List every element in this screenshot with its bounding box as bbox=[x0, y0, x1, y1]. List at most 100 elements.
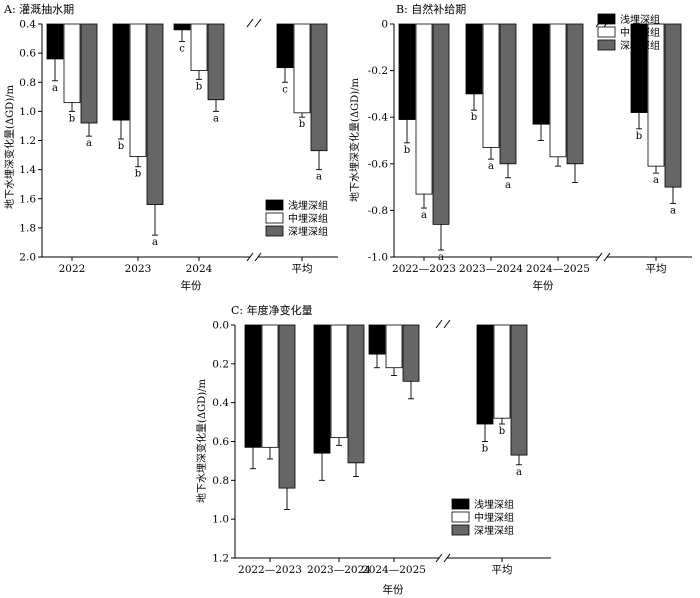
panel-a-legend-swatch bbox=[265, 225, 284, 237]
panel-c-x-tick-label: 2023—2024 bbox=[307, 564, 371, 576]
panel-b-bar bbox=[664, 23, 682, 188]
panel-b-bar bbox=[549, 23, 567, 158]
panel-c-bar bbox=[402, 324, 420, 382]
panel-b-significance-letter: b bbox=[471, 112, 477, 123]
panel-a-significance-letter: c bbox=[179, 43, 185, 54]
panel-a-significance-letter: a bbox=[52, 83, 58, 94]
panel-c-bar bbox=[278, 324, 296, 489]
panel-a-bar bbox=[293, 23, 311, 114]
panel-b-legend-swatch bbox=[597, 13, 616, 25]
panel-a-x-tick-label: 2022 bbox=[59, 263, 86, 275]
panel-a-significance-letter: a bbox=[316, 172, 322, 183]
panel-c-y-axis-label: 地下水埋深变化量(ΔGD)/m bbox=[195, 379, 208, 503]
panel-a-significance-letter: b bbox=[196, 81, 202, 92]
panel-a-significance-letter: b bbox=[118, 141, 124, 152]
panel-b-bar bbox=[532, 23, 550, 125]
panel-c-axis-break bbox=[443, 319, 451, 329]
panel-b-bar bbox=[482, 23, 500, 148]
panel-c-y-tick-label: 0.4 bbox=[212, 397, 229, 409]
panel-b-significance-letter: a bbox=[670, 205, 676, 216]
panel-b-x-tick-label: 2024—2025 bbox=[526, 263, 590, 275]
panel-a-bar bbox=[63, 23, 81, 104]
panel-a-y-axis-label: 地下水埋深变化量(ΔGD)/m bbox=[3, 85, 16, 209]
panel-b-bar bbox=[398, 23, 416, 120]
panel-c-bar bbox=[493, 324, 511, 419]
panel-b-x-axis-label: 年份 bbox=[533, 279, 554, 292]
panel-a-significance-letter: a bbox=[152, 237, 158, 248]
panel-a-x-tick-label: 平均 bbox=[292, 263, 313, 275]
panel-a-y-tick-label: 0.6 bbox=[19, 48, 36, 60]
panel-c-legend-label: 浅埋深组 bbox=[474, 498, 514, 511]
panel-c-legend-label: 中埋深组 bbox=[474, 511, 514, 524]
panel-b-y-tick-label: -0.2 bbox=[368, 65, 388, 77]
panel-a-y-tick-label: 1.4 bbox=[19, 164, 36, 176]
panel-a-bar bbox=[129, 23, 147, 157]
panel-a-x-axis-label: 年份 bbox=[181, 279, 202, 292]
panel-a-significance-letter: b bbox=[135, 169, 141, 180]
panel-a-y-tick-label: 2.0 bbox=[19, 252, 36, 264]
panel-a-bar bbox=[190, 23, 208, 71]
panel-b-legend-label: 深埋深组 bbox=[620, 39, 660, 52]
panel-b-bar bbox=[566, 23, 584, 165]
panel-a-axis-break bbox=[246, 18, 254, 28]
panel-c-axis-break bbox=[435, 553, 443, 563]
panel-a-significance-letter: b bbox=[69, 113, 75, 124]
panel-c-significance-letter: a bbox=[516, 467, 522, 478]
panel-c-y-tick-label: 1.2 bbox=[212, 553, 229, 565]
panel-b-x-tick-label: 2023—2024 bbox=[459, 263, 523, 275]
panel-c-bar bbox=[476, 324, 494, 425]
panel-b-y-tick-label: -1.0 bbox=[368, 252, 388, 264]
panel-c-legend-label: 深埋深组 bbox=[474, 524, 514, 537]
panel-c-x-tick-label: 2024—2025 bbox=[362, 564, 426, 576]
panel-b-y-tick-label: -0.4 bbox=[368, 112, 389, 124]
panel-b-y-tick-label: -0.8 bbox=[368, 205, 388, 217]
panel-c-x-tick-label: 平均 bbox=[492, 564, 513, 576]
panel-c-bar bbox=[261, 324, 279, 448]
panel-c-bar bbox=[385, 324, 403, 369]
panel-b-significance-letter: a bbox=[653, 175, 659, 186]
panel-a-title: A: 灌溉抽水期 bbox=[3, 2, 74, 16]
panel-c-axis-break bbox=[443, 553, 451, 563]
panel-c-bar bbox=[244, 324, 262, 448]
panel-a-bar bbox=[46, 23, 64, 60]
panel-c-legend-swatch bbox=[451, 498, 470, 510]
panel-b-bar bbox=[432, 23, 450, 225]
panel-b-axis-break bbox=[595, 252, 603, 262]
panel-a-y-tick-label: 1.6 bbox=[19, 193, 36, 205]
panel-c-y-tick-label: 0.0 bbox=[212, 320, 229, 332]
panel-c-y-tick-label: 1.0 bbox=[212, 514, 229, 526]
panel-a-x-tick-label: 2023 bbox=[125, 263, 152, 275]
panel-b-bar bbox=[499, 23, 517, 165]
panel-c-bar bbox=[368, 324, 386, 355]
panel-c-y-tick-label: 0.8 bbox=[212, 475, 229, 487]
panel-a-bar bbox=[112, 23, 130, 121]
panel-c-significance-letter: b bbox=[482, 444, 488, 455]
panel-b-y-axis-label: 地下水埋深变化量(ΔGD)/m bbox=[348, 78, 361, 202]
panel-b-significance-letter: a bbox=[438, 252, 444, 263]
panel-a-axis-break bbox=[254, 252, 262, 262]
panel-b-title: B: 自然补给期 bbox=[396, 2, 466, 16]
panel-b-bar bbox=[465, 23, 483, 95]
panel-a-bar bbox=[276, 23, 294, 69]
panel-b-bar bbox=[415, 23, 433, 195]
panel-c-legend-swatch bbox=[451, 524, 470, 536]
panel-a-bar bbox=[146, 23, 164, 205]
panel-a-significance-letter: a bbox=[213, 113, 219, 124]
panel-a-axis-break bbox=[254, 18, 262, 28]
panel-a-y-tick-label: 0.4 bbox=[19, 19, 36, 31]
panel-c-x-axis-label: 年份 bbox=[383, 583, 404, 596]
panel-b-significance-letter: b bbox=[636, 131, 642, 142]
panel-c-bar bbox=[330, 324, 348, 439]
panel-a-legend-label: 中埋深组 bbox=[288, 212, 328, 225]
panel-c-bar bbox=[313, 324, 331, 454]
panel-a-significance-letter: a bbox=[86, 138, 92, 149]
panel-c-y-tick-label: 0.6 bbox=[212, 436, 229, 448]
panel-b-legend-swatch bbox=[597, 39, 616, 51]
panel-c-x-tick-label: 2022—2023 bbox=[238, 564, 302, 576]
panel-b-legend-swatch bbox=[597, 26, 616, 38]
panel-a-bar bbox=[80, 23, 98, 124]
panel-b-legend-label: 中埋深组 bbox=[620, 26, 660, 39]
panel-b-axis-break bbox=[603, 252, 611, 262]
panel-a-legend-label: 浅埋深组 bbox=[288, 199, 328, 212]
